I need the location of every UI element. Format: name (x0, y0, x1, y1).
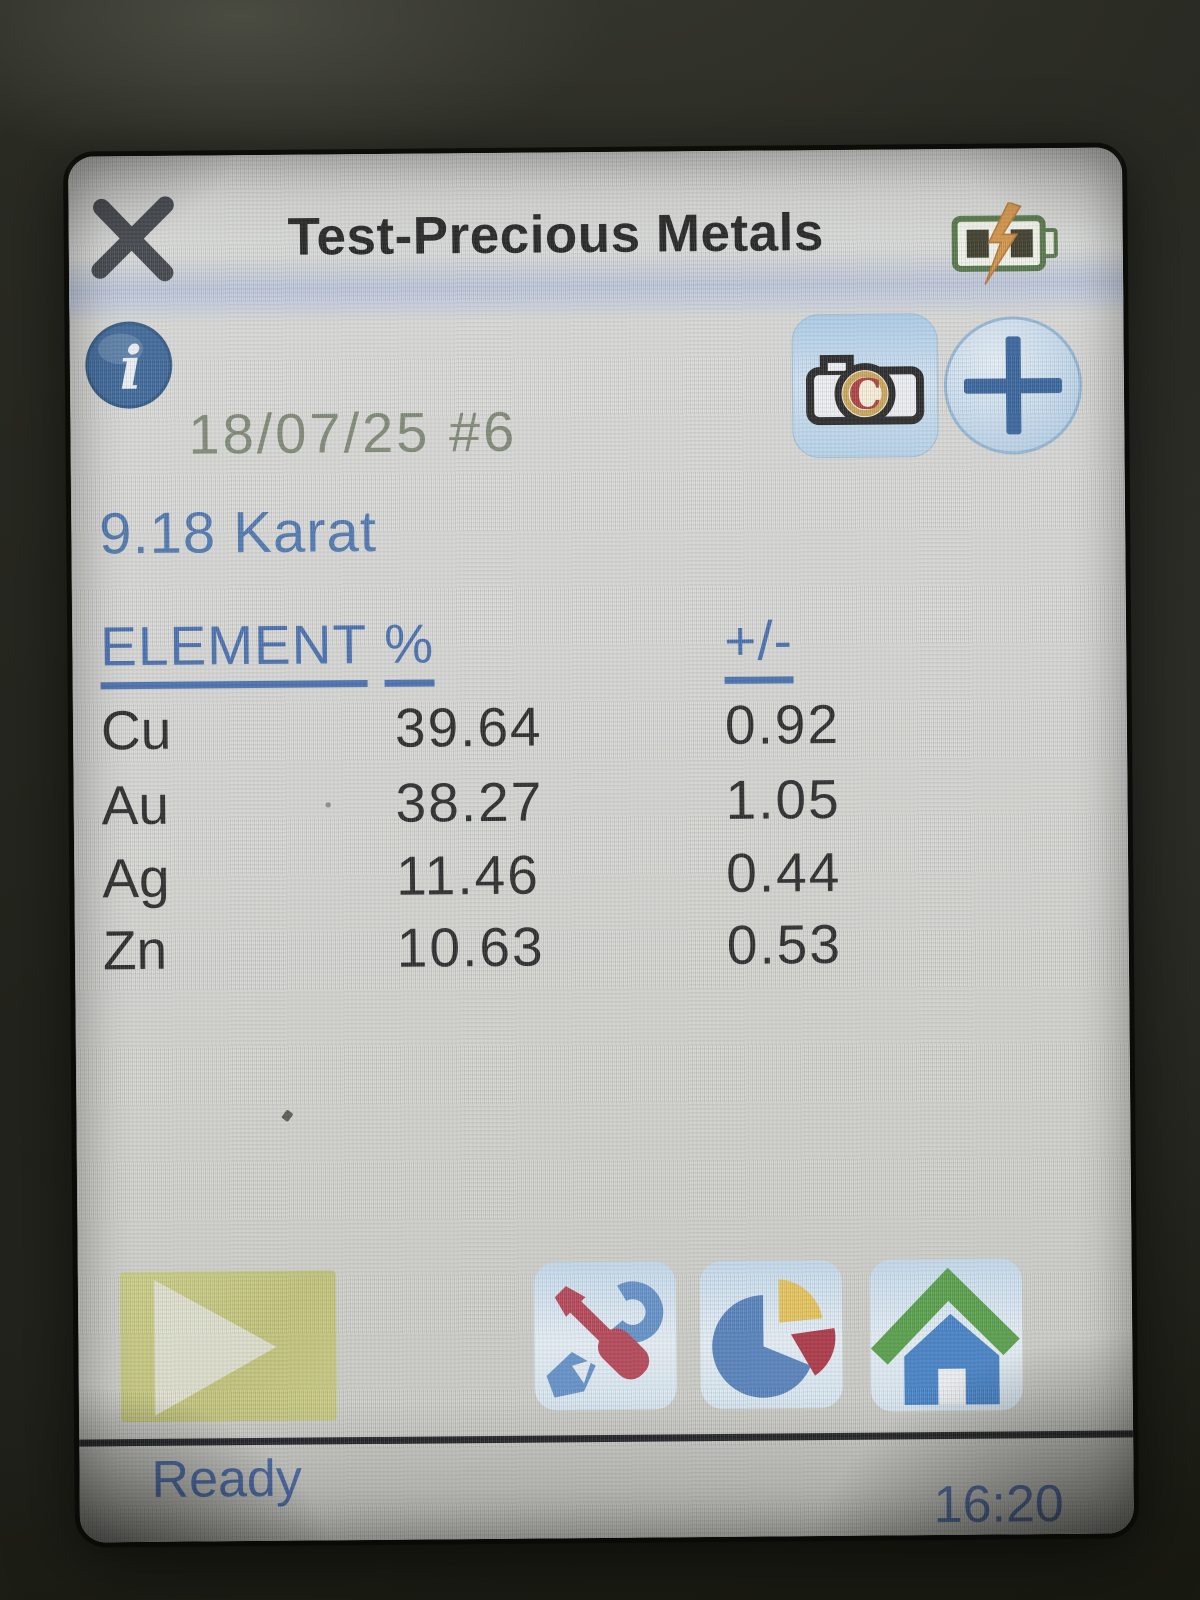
close-icon[interactable] (84, 190, 181, 287)
statusbar-divider (79, 1430, 1134, 1447)
bottom-toolbar (78, 1247, 1133, 1426)
dust-speck (325, 802, 331, 808)
play-spectrum-button[interactable] (119, 1270, 338, 1423)
info-icon[interactable]: i (83, 320, 174, 411)
table-row: Cu 39.64 0.92 (73, 689, 1128, 771)
element-tolerance: 0.44 (725, 840, 842, 904)
element-percent: 10.63 (396, 915, 545, 979)
table-row: Ag 11.46 0.44 (74, 837, 1129, 919)
results-chart-button[interactable] (699, 1259, 843, 1410)
column-header-element: ELEMENT (99, 612, 368, 690)
home-button[interactable] (869, 1258, 1023, 1412)
battery-charging-icon (948, 201, 1061, 285)
element-symbol: Cu (100, 698, 172, 762)
element-tolerance: 0.92 (724, 692, 841, 756)
page-title: Test-Precious Metals (287, 203, 825, 267)
element-percent: 39.64 (394, 695, 543, 759)
camera-badge: C (848, 370, 882, 419)
table-row: Zn 10.63 0.53 (75, 909, 1130, 991)
home-icon (870, 1267, 1020, 1406)
element-tolerance: 1.05 (725, 767, 841, 831)
element-tolerance: 0.53 (726, 912, 843, 976)
pie-chart-icon (712, 1279, 836, 1398)
title-bar: Test-Precious Metals (67, 147, 1124, 325)
element-percent: 11.46 (395, 843, 541, 907)
measurement-date: 18/07/25 #6 (188, 399, 518, 466)
element-symbol: Ag (102, 846, 170, 910)
tools-button[interactable] (533, 1261, 677, 1411)
karat-result: 9.18 Karat (98, 498, 378, 567)
camera-icon: C (805, 354, 925, 426)
table-row: Au 38.27 1.05 (73, 764, 1128, 846)
element-percent: 38.27 (395, 770, 544, 834)
status-text: Ready (151, 1449, 303, 1509)
column-header-tolerance: +/- (723, 608, 794, 684)
info-glyph: i (119, 333, 142, 403)
dust-speck (281, 1109, 294, 1123)
column-header-percent: % (383, 611, 435, 687)
play-icon (153, 1279, 277, 1416)
camera-button[interactable]: C (791, 313, 939, 459)
tools-icon (546, 1281, 664, 1398)
add-button[interactable] (943, 315, 1083, 455)
element-symbol: Zn (102, 918, 168, 982)
analyzer-screen: Test-Precious Metals i (67, 147, 1135, 1543)
clock: 16:20 (933, 1474, 1065, 1535)
close-x-glyph (91, 196, 174, 282)
element-symbol: Au (101, 773, 170, 837)
